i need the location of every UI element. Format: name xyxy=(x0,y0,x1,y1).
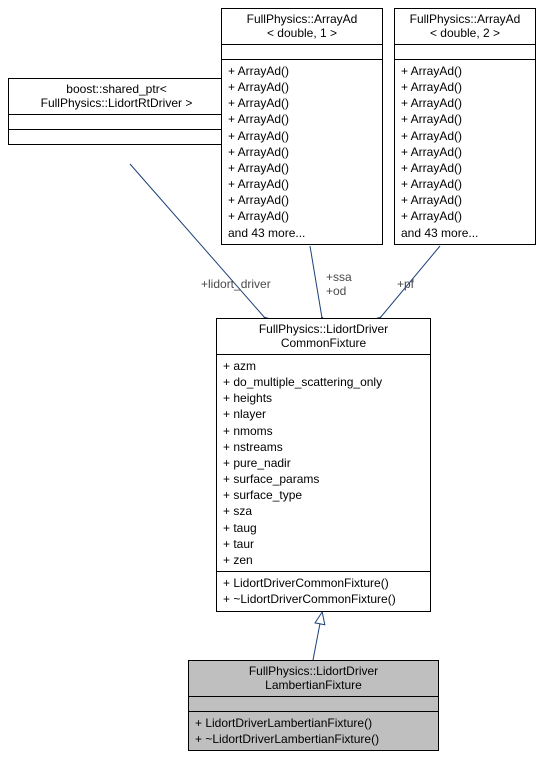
class-section: + ArrayAd()+ ArrayAd()+ ArrayAd()+ Array… xyxy=(222,60,382,244)
class-section xyxy=(189,697,438,712)
class-section xyxy=(9,130,224,144)
edge-ssa-od xyxy=(310,246,322,318)
class-section: + azm+ do_multiple_scattering_only+ heig… xyxy=(217,355,430,572)
class-section xyxy=(395,45,535,60)
class-arrayad1: FullPhysics::ArrayAd< double, 1 >+ Array… xyxy=(221,8,383,245)
edge-label-pf: +pf xyxy=(397,277,414,291)
class-arrayad2: FullPhysics::ArrayAd< double, 2 >+ Array… xyxy=(394,8,536,245)
class-lambertian: FullPhysics::LidortDriverLambertianFixtu… xyxy=(188,660,439,751)
class-section: + ArrayAd()+ ArrayAd()+ ArrayAd()+ Array… xyxy=(395,60,535,244)
edge-label-lidort-driver: +lidort_driver xyxy=(201,277,271,291)
edge-label-od: +od xyxy=(326,284,346,298)
class-title: FullPhysics::LidortDriverLambertianFixtu… xyxy=(189,661,438,697)
class-title: boost::shared_ptr< FullPhysics::LidortRt… xyxy=(9,79,224,115)
class-section: + LidortDriverCommonFixture()+ ~LidortDr… xyxy=(217,572,430,610)
class-section: + LidortDriverLambertianFixture()+ ~Lido… xyxy=(189,712,438,750)
class-title: FullPhysics::ArrayAd< double, 2 > xyxy=(395,9,535,45)
class-section xyxy=(9,115,224,130)
edge-inheritance xyxy=(313,613,322,660)
class-title: FullPhysics::LidortDriverCommonFixture xyxy=(217,319,430,355)
class-boost: boost::shared_ptr< FullPhysics::LidortRt… xyxy=(8,78,225,145)
class-common: FullPhysics::LidortDriverCommonFixture+ … xyxy=(216,318,431,612)
class-title: FullPhysics::ArrayAd< double, 1 > xyxy=(222,9,382,45)
class-section xyxy=(222,45,382,60)
edge-label-ssa: +ssa xyxy=(326,270,352,284)
